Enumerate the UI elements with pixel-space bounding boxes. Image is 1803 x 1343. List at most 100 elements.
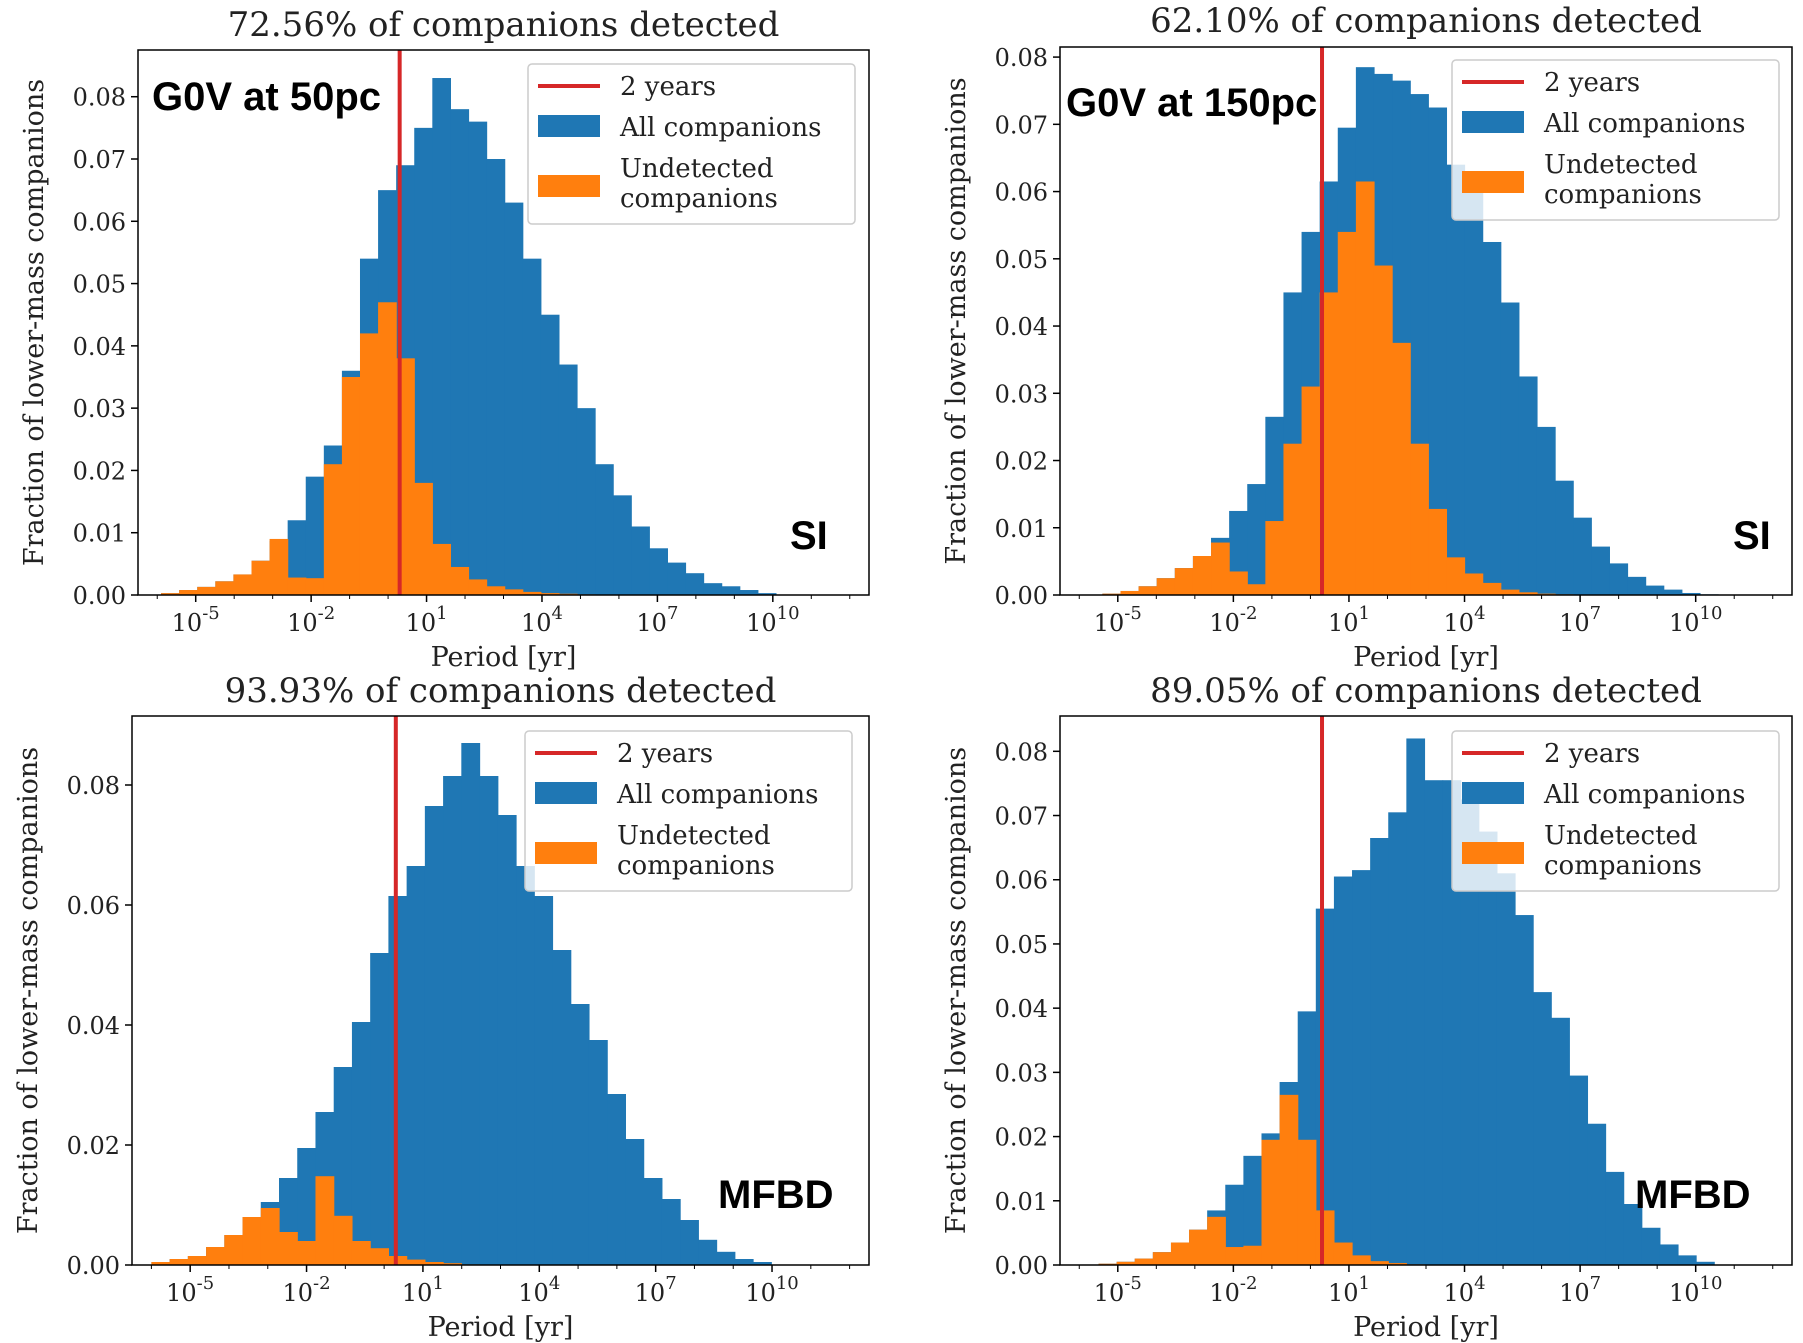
bar-all-companions — [1677, 1255, 1697, 1265]
bar-undetected-companions — [370, 1248, 389, 1265]
legend-undetected-swatch — [535, 842, 597, 864]
bar-undetected-companions — [1518, 592, 1538, 595]
legend-label-undetected-1: Undetected — [620, 154, 774, 184]
legend-undetected-swatch — [1462, 842, 1524, 864]
y-tick-label: 0.00 — [995, 582, 1048, 610]
x-tick-label: 1010 — [1669, 603, 1722, 637]
y-axis-label: Fraction of lower-mass companions — [941, 747, 972, 1234]
bar-all-companions — [450, 109, 470, 596]
y-tick-label: 0.08 — [67, 772, 120, 800]
y-tick-label: 0.04 — [67, 1012, 120, 1040]
bar-all-companions — [1569, 1075, 1589, 1265]
legend-all-swatch — [1462, 111, 1524, 133]
bar-all-companions — [721, 586, 741, 595]
panel-top-left: 72.56% of companions detected 0.00 0.01 0.0… — [19, 5, 870, 673]
bar-undetected-companions — [522, 591, 542, 595]
bar-undetected-companions — [179, 590, 198, 595]
bar-all-companions — [613, 495, 632, 595]
chart-title: 93.93% of companions detected — [225, 671, 777, 711]
bar-all-companions — [1225, 1184, 1244, 1265]
x-tick-label: 1010 — [746, 603, 799, 637]
bar-undetected-companions — [251, 560, 271, 595]
bar-undetected-companions — [1428, 508, 1448, 595]
legend-all-swatch — [538, 115, 600, 137]
bar-all-companions — [1696, 1261, 1715, 1265]
bar-undetected-companions — [1265, 521, 1285, 595]
bar-undetected-companions — [388, 1256, 408, 1265]
x-tick-label: 101 — [1328, 1273, 1370, 1307]
y-tick-label: 0.06 — [995, 867, 1048, 895]
y-tick-label: 0.07 — [995, 111, 1048, 139]
bar-undetected-companions — [269, 538, 289, 595]
y-tick-label: 0.06 — [67, 892, 120, 920]
y-tick-label: 0.05 — [73, 271, 126, 299]
panel-top-right: 62.10% of companions detected 0.00 0.01 0.0… — [941, 1, 1793, 673]
bar-undetected-companions — [1120, 590, 1140, 595]
bar-all-companions — [643, 1178, 663, 1265]
bar-undetected-companions — [187, 1256, 207, 1265]
legend-label-2-years: 2 years — [1544, 739, 1640, 769]
bar-all-companions — [287, 520, 307, 595]
bar-undetected-companions — [1446, 557, 1466, 595]
bar-all-companions — [1500, 302, 1520, 595]
legend-all-swatch — [535, 782, 597, 804]
bar-all-companions — [667, 562, 687, 595]
bar-undetected-companions — [540, 593, 560, 595]
bar-all-companions — [1496, 873, 1516, 1265]
bar-all-companions — [443, 776, 462, 1265]
bar-all-companions — [661, 1199, 681, 1265]
bar-undetected-companions — [1373, 265, 1393, 595]
x-axis-label: Period [yr] — [1353, 642, 1499, 673]
series-all-companions — [151, 743, 772, 1265]
bar-all-companions — [716, 1251, 736, 1265]
bar-undetected-companions — [1170, 1242, 1190, 1265]
bar-all-companions — [1247, 484, 1266, 595]
bar-all-companions — [1663, 589, 1683, 595]
bar-all-companions — [461, 743, 481, 1265]
bar-undetected-companions — [1370, 1261, 1389, 1265]
bar-all-companions — [1460, 799, 1480, 1265]
bar-all-companions — [1659, 1244, 1679, 1265]
bar-all-companions — [424, 806, 444, 1265]
x-tick-label: 10-5 — [172, 603, 220, 637]
bar-all-companions — [516, 866, 535, 1265]
y-tick-label: 0.03 — [995, 380, 1048, 408]
bar-all-companions — [734, 1259, 754, 1265]
bar-undetected-companions — [1152, 1252, 1172, 1265]
bar-undetected-companions — [242, 1217, 262, 1265]
bar-all-companions — [757, 593, 777, 595]
method-label: MFBD — [1635, 1173, 1751, 1217]
panel-bottom-left: 93.93% of companions detected 0.00 0.02 0.0… — [13, 671, 870, 1343]
y-axis-label: Fraction of lower-mass companions — [13, 747, 44, 1234]
bar-undetected-companions — [1134, 1258, 1154, 1265]
bar-undetected-companions — [206, 1247, 225, 1265]
bar-all-companions — [649, 548, 668, 595]
bar-all-companions — [1645, 585, 1665, 595]
y-tick-label: 0.05 — [995, 246, 1048, 274]
method-label: MFBD — [718, 1173, 834, 1217]
bar-all-companions — [1536, 426, 1556, 595]
x-tick-label: 107 — [1559, 603, 1601, 637]
legend-undetected-swatch — [1462, 171, 1524, 193]
x-tick-label: 101 — [1328, 603, 1370, 637]
bar-all-companions — [497, 815, 517, 1265]
bar-undetected-companions — [1410, 443, 1429, 595]
y-tick-label: 0.08 — [995, 738, 1048, 766]
bar-undetected-companions — [1116, 1261, 1136, 1265]
bar-undetected-companions — [260, 1208, 280, 1265]
bar-undetected-companions — [1319, 292, 1339, 595]
legend-box — [527, 63, 856, 225]
bar-all-companions — [680, 1220, 699, 1265]
x-tick-label: 1010 — [745, 1273, 798, 1307]
y-tick-label: 0.00 — [67, 1252, 120, 1280]
bar-undetected-companions — [333, 1215, 353, 1265]
legend-label-undetected-2: companions — [1544, 851, 1702, 881]
x-tick-label: 101 — [402, 1273, 444, 1307]
x-axis-label: Period [yr] — [431, 642, 577, 673]
legend-label-2-years: 2 years — [620, 72, 716, 102]
bar-undetected-companions — [1355, 181, 1375, 596]
bar-all-companions — [1591, 546, 1610, 595]
legend-box — [524, 730, 853, 892]
x-tick-label: 104 — [521, 603, 563, 637]
x-tick-label: 101 — [406, 603, 448, 637]
